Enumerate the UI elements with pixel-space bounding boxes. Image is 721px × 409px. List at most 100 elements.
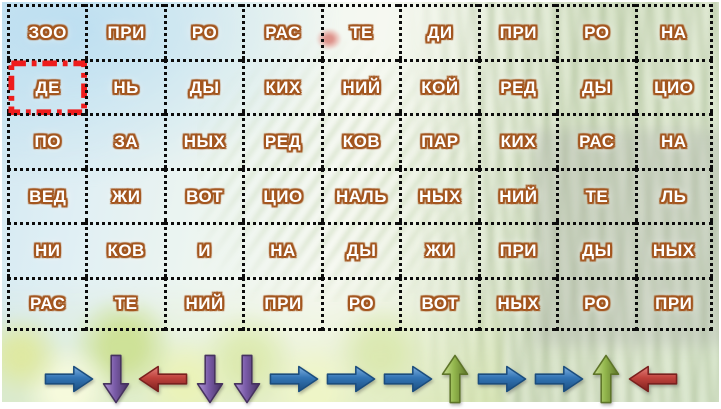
syllable-label: ДЫ <box>581 77 612 97</box>
grid-cell-r5c2[interactable]: КОВ <box>85 222 164 277</box>
syllable-label: НИ <box>34 241 61 261</box>
grid-cell-r6c7[interactable]: НЫХ <box>477 276 557 331</box>
grid-cell-r4c9[interactable]: ЛЬ <box>634 167 713 222</box>
grid-cell-r6c6[interactable]: ВОТ <box>399 276 478 331</box>
grid-cell-r3c6[interactable]: ПАР <box>399 113 478 168</box>
up-arrow-icon[interactable] <box>591 354 621 404</box>
syllable-label: КОЙ <box>421 77 459 97</box>
syllable-label: ЗОО <box>28 23 67 43</box>
grid-cell-r2c6[interactable]: КОЙ <box>399 58 478 113</box>
syllable-label: НИЙ <box>342 77 381 97</box>
grid-cell-r4c7[interactable]: НИЙ <box>477 167 557 222</box>
syllable-label: ПРИ <box>499 23 538 43</box>
grid-cell-r4c6[interactable]: НЫХ <box>399 167 478 222</box>
grid-cell-r6c8[interactable]: РО <box>556 276 635 331</box>
grid-cell-r6c5[interactable]: РО <box>320 276 400 331</box>
syllable-label: ВОТ <box>186 186 224 206</box>
syllable-label: ДЫ <box>581 241 612 261</box>
grid-cell-r1c1[interactable]: ЗОО <box>7 4 86 59</box>
right-arrow-icon[interactable] <box>326 364 376 394</box>
syllable-label: РАС <box>29 294 66 314</box>
syllable-label: ЦИО <box>654 77 694 97</box>
background-pine-flower <box>315 27 343 51</box>
right-arrow-icon[interactable] <box>477 364 527 394</box>
grid-cell-r6c4[interactable]: ПРИ <box>242 276 321 331</box>
syllable-label: ЦИО <box>263 186 303 206</box>
grid-cell-r4c1[interactable]: ВЕД <box>7 167 86 222</box>
down-arrow-icon[interactable] <box>232 354 262 404</box>
grid-cell-r2c7[interactable]: РЕД <box>477 58 557 113</box>
grid-cell-r2c5[interactable]: НИЙ <box>320 58 400 113</box>
syllable-label: ВЕД <box>29 186 67 206</box>
syllable-label: ТЕ <box>114 294 138 314</box>
syllable-label: ПО <box>34 132 61 152</box>
syllable-grid: ЗОО ПРИ РО РАС ТЕ ДИ ПРИ РО НА ДЕ НЬ ДЫ КИХ НИЙ КОЙ РЕД… <box>7 4 713 331</box>
grid-cell-r4c3[interactable]: ВОТ <box>163 167 243 222</box>
grid-cell-r5c7[interactable]: ПРИ <box>477 222 557 277</box>
syllable-label: НЫХ <box>183 132 226 152</box>
grid-cell-r6c3[interactable]: НИЙ <box>163 276 243 331</box>
grid-cell-r3c2[interactable]: ЗА <box>85 113 164 168</box>
grid-cell-r3c3[interactable]: НЫХ <box>163 113 243 168</box>
syllable-label: КИХ <box>265 77 301 97</box>
left-arrow-icon[interactable] <box>138 364 188 394</box>
grid-cell-r5c8[interactable]: ДЫ <box>556 222 635 277</box>
syllable-label: И <box>198 241 211 261</box>
grid-cell-r1c3[interactable]: РО <box>163 4 243 59</box>
grid-cell-r6c9[interactable]: ПРИ <box>634 276 713 331</box>
grid-cell-r4c2[interactable]: ЖИ <box>85 167 164 222</box>
grid-cell-r3c7[interactable]: КИХ <box>477 113 557 168</box>
grid-cell-r1c8[interactable]: РО <box>556 4 635 59</box>
grid-cell-r5c3[interactable]: И <box>163 222 243 277</box>
grid-cell-r5c9[interactable]: НЫХ <box>634 222 713 277</box>
grid-cell-r2c1[interactable]: ДЕ <box>7 58 87 115</box>
grid-cell-r4c5[interactable]: НАЛЬ <box>320 167 400 222</box>
grid-cell-r1c4[interactable]: РАС <box>242 4 321 59</box>
grid-cell-r3c9[interactable]: НА <box>634 113 713 168</box>
grid-cell-r2c4[interactable]: КИХ <box>242 58 321 113</box>
grid-cell-r1c2[interactable]: ПРИ <box>85 4 164 59</box>
syllable-label: ДЕ <box>35 77 60 97</box>
up-arrow-icon[interactable] <box>440 354 470 404</box>
grid-cell-r5c6[interactable]: ЖИ <box>399 222 478 277</box>
grid-cell-r1c9[interactable]: НА <box>634 4 713 59</box>
grid-cell-r3c5[interactable]: КОВ <box>320 113 400 168</box>
syllable-label: НА <box>660 132 687 152</box>
syllable-label: РЕД <box>264 132 302 152</box>
right-arrow-icon[interactable] <box>383 364 433 394</box>
grid-cell-r3c8[interactable]: РАС <box>556 113 635 168</box>
syllable-label: РО <box>584 23 610 43</box>
grid-cell-r1c7[interactable]: ПРИ <box>477 4 557 59</box>
grid-cell-r6c2[interactable]: ТЕ <box>85 276 164 331</box>
syllable-label: ПРИ <box>107 23 145 43</box>
grid-cell-r3c4[interactable]: РЕД <box>242 113 321 168</box>
grid-cell-r2c8[interactable]: ДЫ <box>556 58 635 113</box>
left-arrow-icon[interactable] <box>628 364 678 394</box>
right-arrow-icon[interactable] <box>534 364 584 394</box>
grid-cell-r5c5[interactable]: ДЫ <box>320 222 400 277</box>
syllable-label: ДИ <box>427 23 453 43</box>
grid-cell-r4c8[interactable]: ТЕ <box>556 167 635 222</box>
syllable-label: КИХ <box>500 132 537 152</box>
syllable-label: ЖИ <box>425 241 455 261</box>
down-arrow-icon[interactable] <box>195 354 225 404</box>
grid-cell-r5c1[interactable]: НИ <box>7 222 86 277</box>
grid-cell-r1c6[interactable]: ДИ <box>399 4 478 59</box>
grid-cell-r4c4[interactable]: ЦИО <box>242 167 321 222</box>
right-arrow-icon[interactable] <box>44 364 94 394</box>
grid-cell-r6c1[interactable]: РАС <box>7 276 86 331</box>
right-arrow-icon[interactable] <box>269 364 319 394</box>
grid-cell-r2c9[interactable]: ЦИО <box>634 58 713 113</box>
syllable-label: ЛЬ <box>661 186 687 206</box>
down-arrow-icon[interactable] <box>101 354 131 404</box>
syllable-label: РАС <box>579 132 615 152</box>
background-gray-wash <box>532 130 719 346</box>
syllable-label: НЫХ <box>497 294 540 314</box>
grid-cell-r2c3[interactable]: ДЫ <box>163 58 243 113</box>
syllable-label: ПАР <box>421 132 459 152</box>
syllable-label: РО <box>191 23 218 43</box>
grid-cell-r5c4[interactable]: НА <box>242 222 321 277</box>
grid-cell-r3c1[interactable]: ПО <box>7 113 86 168</box>
grid-cell-r1c5[interactable]: ТЕ <box>320 4 400 59</box>
grid-cell-r2c2[interactable]: НЬ <box>85 58 164 113</box>
